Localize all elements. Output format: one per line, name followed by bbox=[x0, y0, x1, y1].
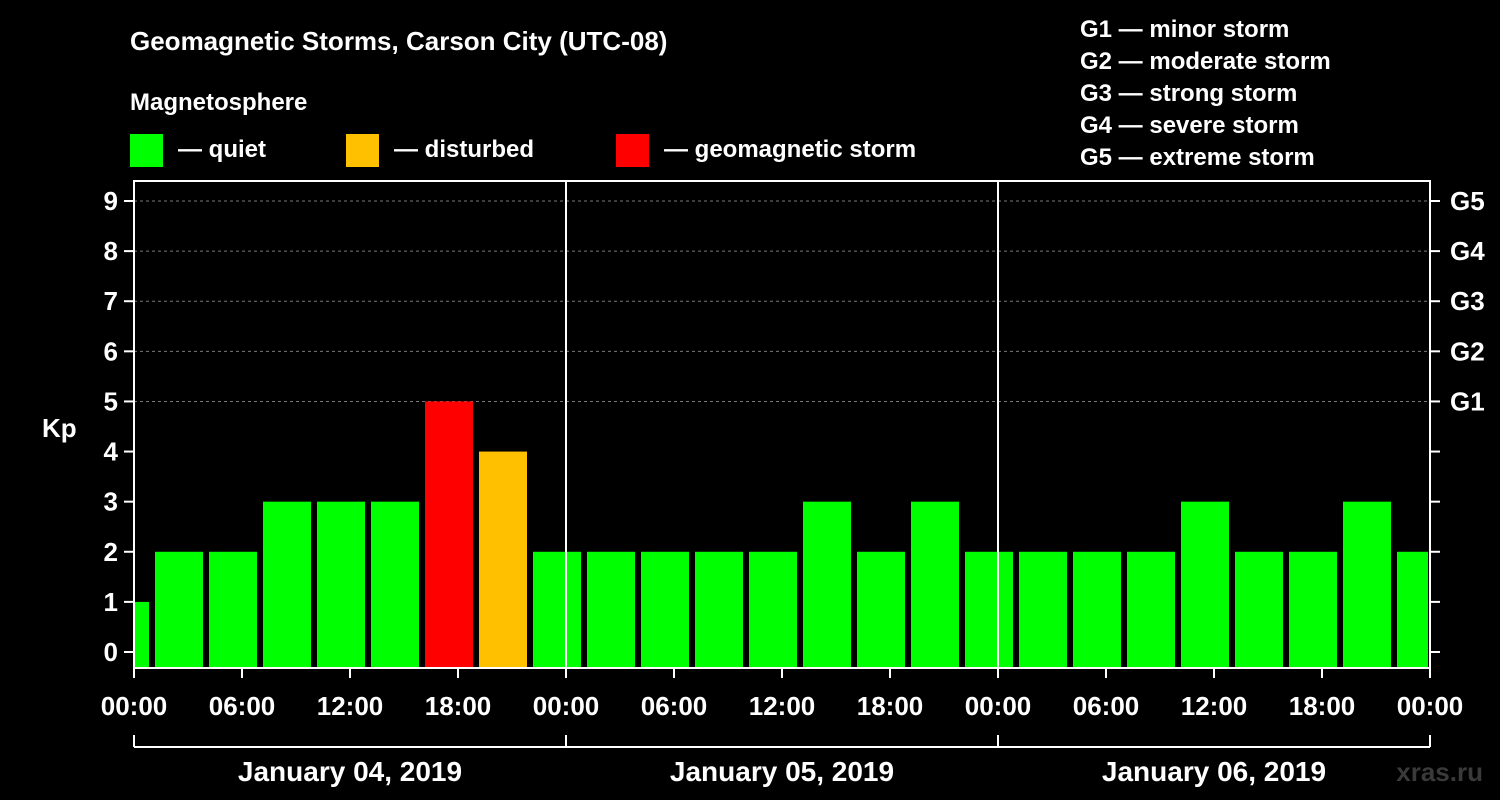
day-label: January 06, 2019 bbox=[1102, 756, 1326, 787]
y-tick-label: 2 bbox=[104, 537, 118, 567]
legend-heading: Magnetosphere bbox=[130, 89, 307, 116]
day-label: January 04, 2019 bbox=[238, 756, 462, 787]
storm-level-label: G4 bbox=[1450, 236, 1485, 266]
x-tick-label: 12:00 bbox=[317, 691, 384, 721]
kp-bar bbox=[155, 551, 203, 668]
kp-bar bbox=[1073, 551, 1121, 668]
kp-bar bbox=[1289, 551, 1337, 668]
legend-swatch-storm bbox=[616, 134, 649, 167]
watermark: xras.ru bbox=[1396, 757, 1483, 787]
storm-level-label: G1 bbox=[1450, 386, 1485, 416]
x-tick-label: 18:00 bbox=[1289, 691, 1356, 721]
kp-bar bbox=[965, 551, 1013, 668]
kp-bar bbox=[1181, 501, 1229, 668]
kp-bar bbox=[803, 501, 851, 668]
storm-scale-g1: G1 — minor storm bbox=[1080, 16, 1289, 43]
storm-scale-g4: G4 — severe storm bbox=[1080, 112, 1299, 139]
y-tick-label: 1 bbox=[104, 587, 118, 617]
y-tick-label: 6 bbox=[104, 336, 118, 366]
x-tick-label: 18:00 bbox=[857, 691, 924, 721]
legend-label-storm: — geomagnetic storm bbox=[664, 136, 916, 163]
x-tick-label: 00:00 bbox=[965, 691, 1032, 721]
kp-bar bbox=[641, 551, 689, 668]
x-tick-label: 00:00 bbox=[533, 691, 600, 721]
storm-scale-g2: G2 — moderate storm bbox=[1080, 48, 1331, 75]
kp-bar bbox=[135, 601, 149, 668]
x-tick-label: 06:00 bbox=[1073, 691, 1140, 721]
kp-bar bbox=[479, 451, 527, 668]
kp-bar bbox=[587, 551, 635, 668]
legend-swatch-disturbed bbox=[346, 134, 379, 167]
kp-bar bbox=[911, 501, 959, 668]
x-tick-label: 06:00 bbox=[641, 691, 708, 721]
kp-bar bbox=[263, 501, 311, 668]
storm-level-label: G2 bbox=[1450, 336, 1485, 366]
x-tick-label: 00:00 bbox=[1397, 691, 1464, 721]
legend-label-quiet: — quiet bbox=[178, 136, 266, 163]
y-tick-label: 3 bbox=[104, 487, 118, 517]
day-label: January 05, 2019 bbox=[670, 756, 894, 787]
x-tick-label: 18:00 bbox=[425, 691, 492, 721]
kp-bar bbox=[425, 401, 473, 668]
kp-bar bbox=[533, 551, 581, 668]
chart-title: Geomagnetic Storms, Carson City (UTC-08) bbox=[130, 26, 667, 56]
storm-scale-g3: G3 — strong storm bbox=[1080, 80, 1297, 107]
kp-bar bbox=[1127, 551, 1175, 668]
kp-bar bbox=[749, 551, 797, 668]
y-axis-label: Kp bbox=[42, 413, 77, 443]
y-tick-label: 4 bbox=[104, 437, 119, 467]
kp-bar bbox=[371, 501, 419, 668]
x-tick-label: 12:00 bbox=[749, 691, 816, 721]
x-tick-label: 00:00 bbox=[101, 691, 168, 721]
legend-swatch-quiet bbox=[130, 134, 163, 167]
kp-bar bbox=[209, 551, 257, 668]
kp-bar bbox=[857, 551, 905, 668]
kp-bar bbox=[695, 551, 743, 668]
kp-bar bbox=[317, 501, 365, 668]
storm-scale-g5: G5 — extreme storm bbox=[1080, 144, 1315, 171]
y-tick-label: 8 bbox=[104, 236, 118, 266]
kp-bar bbox=[1019, 551, 1067, 668]
y-tick-label: 9 bbox=[104, 186, 118, 216]
kp-bar bbox=[1343, 501, 1391, 668]
x-tick-label: 06:00 bbox=[209, 691, 276, 721]
y-tick-label: 5 bbox=[104, 386, 118, 416]
storm-level-label: G3 bbox=[1450, 286, 1485, 316]
x-tick-label: 12:00 bbox=[1181, 691, 1248, 721]
kp-bar bbox=[1235, 551, 1283, 668]
y-tick-label: 0 bbox=[104, 637, 118, 667]
y-tick-label: 7 bbox=[104, 286, 118, 316]
storm-level-label: G5 bbox=[1450, 186, 1485, 216]
kp-bar bbox=[1397, 551, 1428, 668]
legend-label-disturbed: — disturbed bbox=[394, 136, 534, 163]
